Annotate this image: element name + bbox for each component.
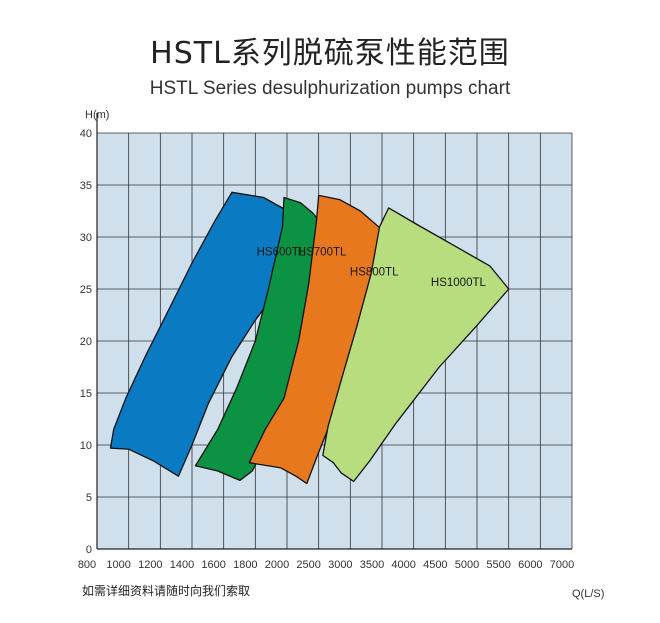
y-tick-label: 30: [80, 232, 92, 244]
x-tick-label: 5500: [486, 559, 510, 571]
y-tick-label: 25: [80, 284, 92, 296]
x-tick-label: 1400: [170, 559, 194, 571]
y-tick-label: 35: [80, 180, 92, 192]
x-tick-label: 1800: [233, 559, 257, 571]
y-tick-label: 15: [80, 388, 92, 400]
x-tick-label: 1200: [138, 559, 162, 571]
y-tick-label: 5: [86, 492, 92, 504]
x-tick-label: 5000: [455, 559, 479, 571]
x-tick-label: 7000: [550, 559, 574, 571]
series-label-hs700tl: HS700TL: [298, 247, 347, 259]
series-label-hs600tl: HS600TL: [257, 247, 306, 259]
y-tick-label: 10: [80, 440, 92, 452]
contact-note: 如需详细资料请随时向我们索取: [82, 584, 251, 598]
x-tick-label: 4000: [391, 559, 415, 571]
x-tick-label: 4500: [423, 559, 447, 571]
chart-subtitle: HSTL Series desulphurization pumps chart: [149, 78, 511, 99]
y-tick-label: 20: [80, 336, 92, 348]
x-axis-label: Q(L/S): [572, 588, 604, 600]
chart-title: HSTL系列脱硫泵性能范围: [150, 36, 510, 71]
y-axis-label: H(m): [85, 109, 109, 121]
y-tick-label: 0: [86, 544, 92, 556]
series-label-hs800tl: HS800TL: [350, 267, 399, 279]
x-tick-label: 3000: [328, 559, 352, 571]
y-tick-label: 40: [80, 128, 92, 140]
x-tick-label: 1600: [201, 559, 225, 571]
x-tick-label: 6000: [518, 559, 542, 571]
x-tick-label: 2000: [265, 559, 289, 571]
x-tick-label: 3500: [360, 559, 384, 571]
x-tick-label: 2500: [296, 559, 320, 571]
series-label-hs1000tl: HS1000TL: [431, 277, 487, 289]
x-tick-label: 800: [78, 559, 96, 571]
area-hs1000tl: [322, 207, 510, 483]
x-tick-label: 1000: [106, 559, 130, 571]
